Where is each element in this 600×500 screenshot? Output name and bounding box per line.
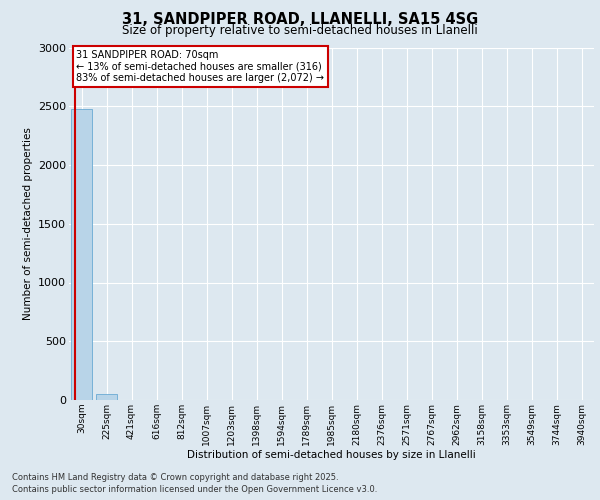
Text: Contains public sector information licensed under the Open Government Licence v3: Contains public sector information licen… [12,485,377,494]
Bar [96,394,117,400]
Y-axis label: Number of semi-detached properties: Number of semi-detached properties [23,128,32,320]
Text: 31 SANDPIPER ROAD: 70sqm
← 13% of semi-detached houses are smaller (316)
83% of : 31 SANDPIPER ROAD: 70sqm ← 13% of semi-d… [76,50,325,83]
Text: Size of property relative to semi-detached houses in Llanelli: Size of property relative to semi-detach… [122,24,478,37]
Text: Contains HM Land Registry data © Crown copyright and database right 2025.: Contains HM Land Registry data © Crown c… [12,472,338,482]
Text: 31, SANDPIPER ROAD, LLANELLI, SA15 4SG: 31, SANDPIPER ROAD, LLANELLI, SA15 4SG [122,12,478,28]
X-axis label: Distribution of semi-detached houses by size in Llanelli: Distribution of semi-detached houses by … [187,450,476,460]
Bar [71,108,92,400]
